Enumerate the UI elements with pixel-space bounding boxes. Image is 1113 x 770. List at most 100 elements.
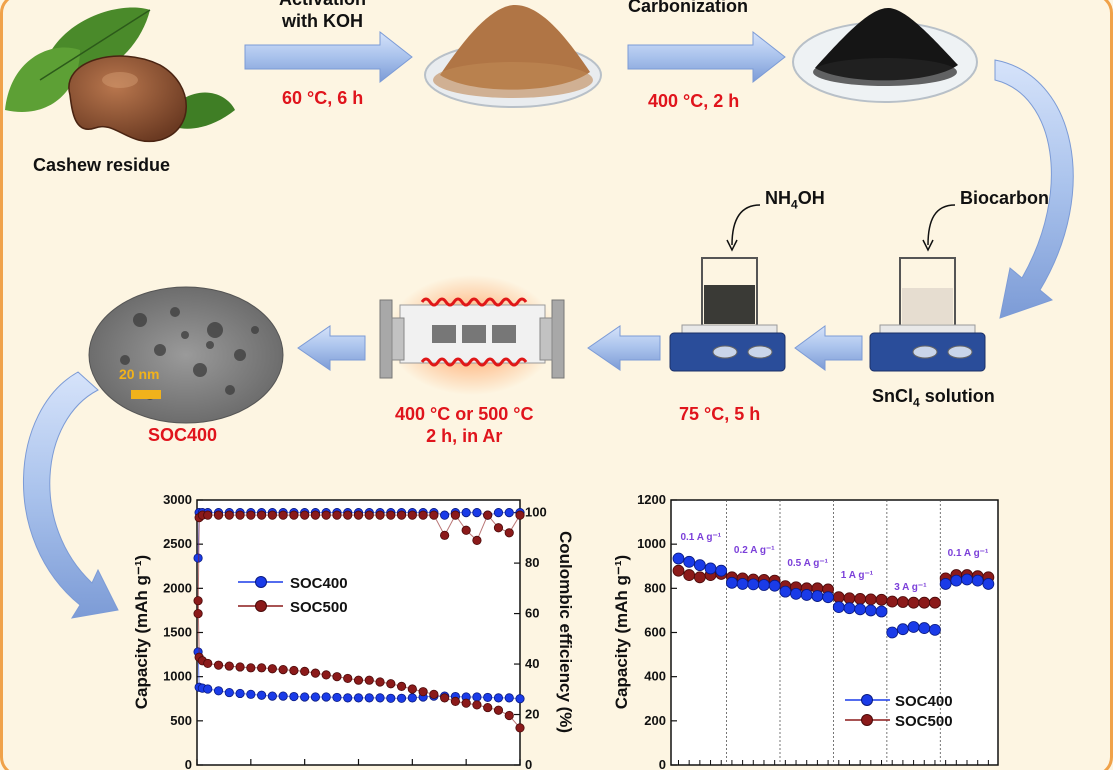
activation-label-line2: with KOH — [282, 11, 363, 31]
chart1-data-point — [203, 510, 213, 520]
arrow-carbonization — [627, 30, 786, 84]
chart1-data-point — [343, 673, 353, 684]
chart1-data-point — [256, 690, 267, 700]
chart1-y2-tick-label: 60 — [525, 606, 539, 621]
chart2-data-point — [886, 626, 899, 639]
chart1-data-point — [213, 510, 224, 520]
chart2-rate-label: 0.1 A g⁻¹ — [680, 532, 721, 543]
chart2-data-point — [896, 596, 909, 608]
chart2-data-point — [929, 596, 941, 609]
chart2-data-point — [704, 562, 717, 575]
chart1-legend-soc400: SOC400 — [290, 575, 348, 592]
chart2-y-tick-label: 0 — [659, 757, 666, 770]
chart1-y2-tick-label: 40 — [525, 656, 539, 671]
sncl4-subscript: 4 — [913, 395, 920, 410]
chart1-data-point — [407, 693, 417, 703]
chart1-y2-tick-label: 80 — [525, 555, 539, 570]
chart1-data-point — [213, 686, 224, 696]
biocarbon-label: Biocarbon — [960, 188, 1050, 208]
chart1-y-tick-label: 1000 — [163, 669, 192, 684]
sncl4-main: SnCl — [872, 386, 914, 406]
chart1-data-point — [332, 510, 342, 520]
chart2-data-point — [811, 590, 824, 602]
cashew-residue-label: Cashew residue — [33, 155, 171, 175]
chart1-data-point — [493, 705, 504, 715]
chart1-y-title: Capacity (mAh g⁻¹) — [132, 555, 151, 709]
chart2-data-point — [961, 573, 973, 586]
chart2-data-point — [672, 552, 685, 565]
chart1-data-point — [224, 687, 234, 698]
chart1-data-point — [515, 723, 525, 733]
arrow-activation — [244, 30, 413, 84]
chart1-data-point — [504, 693, 514, 703]
chart2-data-point — [779, 585, 792, 598]
chart2-rate-label: 1 A g⁻¹ — [841, 570, 874, 581]
chart1-data-point — [364, 693, 374, 703]
chart1-data-point — [429, 510, 439, 520]
chart1-data-point — [343, 510, 353, 520]
chart1-data-point — [440, 530, 450, 540]
chart1-data-point — [407, 684, 417, 694]
chart2-data-point — [683, 555, 696, 568]
chart2-data-point — [768, 579, 781, 592]
chart2-rate-label: 0.5 A g⁻¹ — [787, 558, 828, 569]
chart1-data-point — [310, 668, 321, 678]
arrow-mixing — [794, 325, 863, 371]
chart2-data-point — [790, 587, 802, 600]
chart2-data-point — [864, 604, 877, 617]
chart2-data-point — [896, 623, 909, 636]
soc400-product-label: SOC400 — [148, 425, 218, 445]
chart2-data-point — [864, 593, 877, 606]
chart2-y-tick-label: 1000 — [637, 536, 666, 551]
chart1-data-point — [440, 693, 450, 703]
chart1-data-point — [289, 691, 299, 702]
chart1-data-point — [310, 692, 321, 702]
chart2-data-point — [726, 576, 738, 589]
chart1-data-point — [407, 510, 417, 520]
chart1-data-point — [396, 681, 407, 691]
chart2-y-tick-label: 1200 — [637, 492, 666, 507]
chart1-data-point — [418, 510, 428, 520]
chart1-data-point — [343, 693, 353, 703]
chart2-legend: SOC400 SOC500 — [845, 693, 953, 730]
nh4oh-main: NH — [765, 188, 791, 208]
chart2-rate-label: 0.2 A g⁻¹ — [734, 545, 775, 556]
chart1-data-point — [278, 510, 288, 520]
chart2-data-point — [800, 589, 813, 601]
sncl4-label: SnCl4 solution — [872, 386, 995, 410]
chart1-data-point — [353, 510, 364, 520]
chart1-data-point — [321, 510, 331, 520]
chart2-data-point — [736, 578, 749, 590]
powder-dish-icon — [424, 5, 602, 108]
chart2-rate-label: 3 A g⁻¹ — [894, 582, 927, 593]
chart1-data-point — [193, 596, 203, 606]
chart2-legend-soc500: SOC500 — [895, 713, 953, 730]
chart1-data-point — [353, 693, 364, 703]
chart1-data-point — [386, 693, 396, 703]
chart1-data-point — [246, 689, 256, 699]
chart1-data-point — [515, 694, 525, 704]
chart1-data-point — [203, 684, 213, 694]
annealing-line1: 400 °C or 500 °C — [395, 404, 534, 424]
rate-chart: 0 200 400 600 800 1000 1200 0.1 A g⁻¹ 0.2 A g⁻¹ 0… — [612, 492, 999, 770]
chart1-data-point — [256, 663, 267, 673]
chart2-data-point — [843, 602, 856, 615]
chart1-data-point — [267, 510, 277, 520]
chart1-data-point — [310, 510, 321, 520]
chart2-data-point — [715, 564, 728, 577]
chart1-data-point — [515, 510, 525, 520]
tem-image-icon — [88, 286, 284, 424]
curved-arrow-left — [23, 371, 119, 619]
chart1-data-point — [375, 693, 385, 703]
chart2-data-point — [693, 559, 706, 572]
chart1-data-point — [386, 510, 396, 520]
chart1-y2-title: Coulombic efficiency (%) — [556, 531, 575, 733]
chart2-data-point — [832, 591, 845, 604]
carbonization-condition: 400 °C, 2 h — [648, 91, 740, 111]
chart1-data-point — [386, 679, 396, 689]
chart1-data-point — [493, 523, 504, 533]
nh4oh-tail: OH — [797, 188, 825, 208]
chart1-y-tick-label: 1500 — [163, 625, 192, 640]
chart1-data-point — [300, 692, 310, 702]
chart2-data-point — [758, 579, 770, 591]
